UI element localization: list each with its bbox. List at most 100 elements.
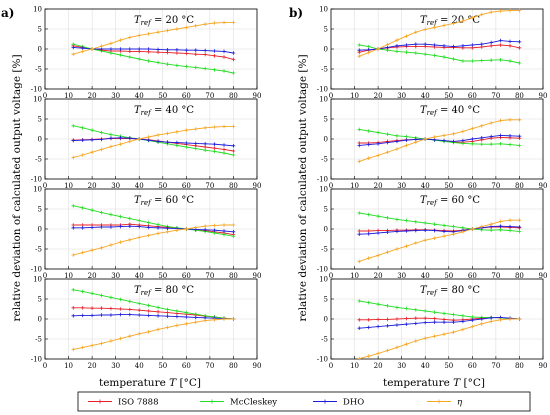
series-line-mccleskey <box>359 300 520 320</box>
data-point-mccleskey <box>203 148 207 152</box>
data-point-iso-7888 <box>385 317 390 322</box>
data-point-mccleskey <box>414 308 418 312</box>
data-point-series-3 <box>489 121 493 125</box>
data-point-mccleskey <box>423 221 428 225</box>
data-point-series-3 <box>366 156 371 160</box>
series-line-iso-7888 <box>73 307 234 320</box>
data-point-iso-7888 <box>118 307 123 311</box>
data-point-series-3 <box>461 129 465 134</box>
data-point-series-3 <box>109 339 113 343</box>
data-point-series-3 <box>404 34 409 38</box>
data-point-series-3 <box>432 236 437 240</box>
x-tick-label: 40 <box>135 182 144 190</box>
data-point-dho <box>165 314 170 318</box>
data-point-series-3 <box>385 250 390 254</box>
data-point-dho <box>470 137 475 141</box>
data-point-series-3 <box>414 241 418 245</box>
x-tick-label: 50 <box>444 92 453 100</box>
data-point-mccleskey <box>432 310 437 314</box>
data-point-mccleskey <box>404 306 409 311</box>
x-tick-label: 60 <box>182 92 191 100</box>
y-tick-label: 0 <box>324 136 328 144</box>
data-point-series-3 <box>366 354 371 358</box>
y-tick-label: -5 <box>35 336 42 344</box>
data-point-series-3 <box>156 30 160 34</box>
data-point-mccleskey <box>395 305 399 310</box>
x-tick-label: 40 <box>421 92 430 100</box>
data-point-dho <box>80 46 85 50</box>
data-point-dho <box>461 138 465 143</box>
x-tick-label: 50 <box>158 92 167 100</box>
data-point-dho <box>146 138 151 142</box>
data-point-series-3 <box>90 47 94 51</box>
data-point-iso-7888 <box>231 57 236 62</box>
series-line-iso-7888 <box>359 44 520 53</box>
data-point-dho <box>128 224 132 228</box>
data-point-dho <box>376 324 380 329</box>
data-point-mccleskey <box>71 124 76 128</box>
y-tick-label: -10 <box>317 86 328 94</box>
data-point-mccleskey <box>175 309 179 313</box>
data-point-dho <box>442 138 446 143</box>
data-point-series-3 <box>357 259 362 264</box>
x-tick-label: 30 <box>111 362 120 370</box>
y-tick-label: 0 <box>38 316 42 324</box>
data-point-dho <box>80 226 85 230</box>
data-point-dho <box>222 229 226 233</box>
data-point-mccleskey <box>470 59 475 63</box>
x-tick-label: 90 <box>253 182 262 190</box>
data-point-iso-7888 <box>423 316 428 320</box>
data-point-dho <box>357 232 362 236</box>
data-point-series-3 <box>432 334 437 338</box>
data-point-iso-7888 <box>357 318 362 322</box>
data-point-series-3 <box>212 223 217 228</box>
x-tick-label: 80 <box>229 272 238 280</box>
data-point-series-3 <box>498 118 503 123</box>
data-point-iso-7888 <box>71 306 76 310</box>
data-point-dho <box>508 224 512 229</box>
data-point-series-3 <box>212 318 217 322</box>
data-point-iso-7888 <box>498 43 503 47</box>
data-point-dho <box>479 317 484 321</box>
x-tick-label: 0 <box>43 92 47 100</box>
tref-symbol: T <box>134 15 142 26</box>
data-point-dho <box>118 312 123 317</box>
data-point-mccleskey <box>414 51 418 55</box>
data-point-series-3 <box>442 133 446 138</box>
tref-label: Tref = 80 °C <box>134 285 194 297</box>
data-point-dho <box>479 42 484 46</box>
data-point-series-3 <box>109 41 113 46</box>
data-point-dho <box>414 321 418 326</box>
data-point-series-3 <box>423 336 428 340</box>
data-point-mccleskey <box>128 299 132 304</box>
series-line-series-3 <box>73 318 234 350</box>
data-point-dho <box>432 228 437 233</box>
data-point-dho <box>498 224 503 228</box>
x-axis-label-symbol: T <box>169 377 177 389</box>
data-point-series-3 <box>184 227 189 231</box>
data-point-dho <box>165 226 170 230</box>
data-point-dho <box>442 44 446 48</box>
data-point-dho <box>442 229 446 234</box>
data-point-series-3 <box>99 44 104 48</box>
data-point-series-3 <box>165 230 170 234</box>
tref-value: = 20 °C <box>437 15 481 26</box>
data-point-mccleskey <box>432 53 437 58</box>
x-tick-label: 0 <box>329 92 333 100</box>
data-point-dho <box>137 47 142 51</box>
x-tick-label: 10 <box>350 182 359 190</box>
x-axis-label-right: temperature T [°C] <box>383 377 485 389</box>
x-tick-label: 20 <box>374 362 383 370</box>
data-point-mccleskey <box>470 142 475 146</box>
y-tick-label: 5 <box>38 206 42 214</box>
data-point-dho <box>498 133 503 138</box>
data-point-series-3 <box>90 150 94 154</box>
data-point-dho <box>118 136 123 140</box>
data-point-series-3 <box>376 253 380 258</box>
data-point-mccleskey <box>118 297 123 302</box>
data-point-mccleskey <box>508 59 512 63</box>
x-tick-label: 70 <box>491 272 500 280</box>
tref-symbol: T <box>420 15 428 26</box>
data-point-iso-7888 <box>508 44 512 48</box>
data-point-mccleskey <box>109 212 113 217</box>
